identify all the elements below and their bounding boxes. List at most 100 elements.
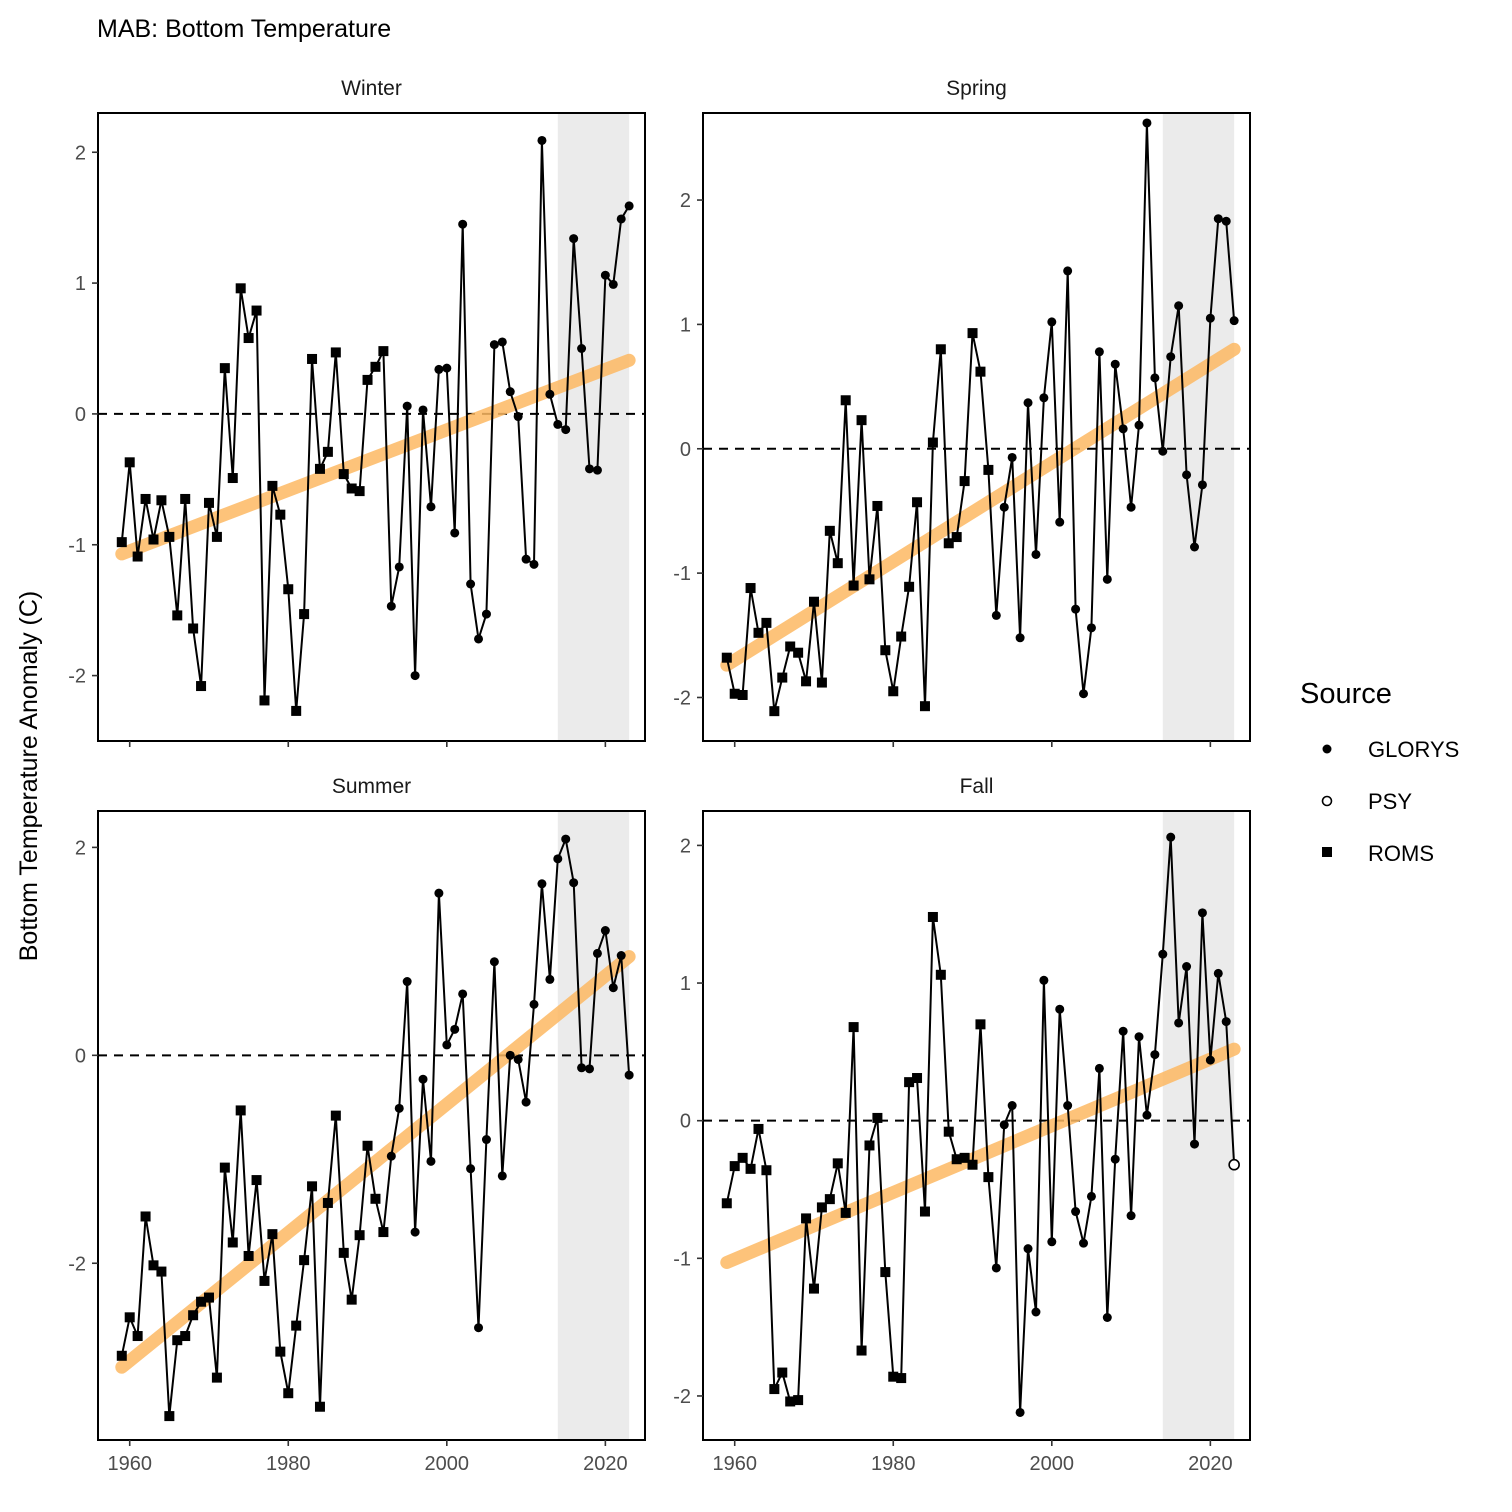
chart-title: MAB: Bottom Temperature [97, 15, 391, 43]
data-point-roms [362, 374, 373, 385]
data-point-glorys [1031, 549, 1041, 559]
series-line [120, 835, 631, 1417]
data-point-glorys [529, 559, 539, 569]
y-axis-label: Bottom Temperature Anomaly (C) [15, 591, 43, 962]
data-point-glorys [1205, 1055, 1215, 1065]
data-point-glorys [1110, 1154, 1120, 1164]
recent-period-shade [1162, 113, 1235, 741]
x-tick-label: 1960 [712, 1453, 757, 1475]
data-point-roms [180, 1331, 191, 1342]
data-point-roms [235, 1105, 246, 1116]
data-point-roms [354, 1230, 365, 1241]
data-point-roms [259, 695, 270, 706]
legend: Source GLORYS PSY ROMS [1300, 678, 1459, 866]
data-point-roms [951, 1154, 962, 1165]
data-point-glorys [1182, 962, 1192, 972]
data-point-glorys [1166, 832, 1176, 842]
data-point-glorys [394, 562, 404, 572]
data-point-glorys [569, 234, 579, 244]
data-point-glorys [458, 219, 468, 229]
y-tick-label: 0 [680, 1111, 691, 1133]
data-point-glorys [1118, 424, 1128, 434]
data-point-roms [896, 1373, 907, 1384]
data-point-glorys [1071, 604, 1081, 614]
data-point-roms [243, 1250, 254, 1261]
data-point-glorys [529, 999, 539, 1009]
data-point-roms [880, 1267, 891, 1278]
data-point-glorys [458, 989, 468, 999]
data-point-glorys [1086, 1191, 1096, 1201]
data-point-roms [761, 1165, 772, 1176]
data-point-roms [785, 641, 796, 652]
data-point-roms [983, 464, 994, 475]
data-point-glorys [1205, 313, 1215, 323]
data-point-glorys [616, 951, 626, 961]
data-point-glorys [1039, 393, 1049, 403]
data-point-glorys [434, 364, 444, 374]
data-point-glorys [999, 1120, 1009, 1130]
data-point-roms [219, 1162, 230, 1173]
data-point-glorys [489, 340, 499, 350]
data-point-roms [196, 681, 207, 692]
data-point-roms [872, 1112, 883, 1123]
data-point-roms [753, 1123, 764, 1134]
data-point-glorys [497, 1171, 507, 1181]
data-point-roms [330, 347, 341, 358]
x-tick-label: 2000 [425, 1453, 470, 1475]
legend-label-roms: ROMS [1368, 841, 1434, 866]
data-point-glorys [553, 419, 563, 429]
y-tick-label: 0 [680, 439, 691, 461]
data-point-roms [769, 1384, 780, 1395]
data-point-roms [378, 346, 389, 357]
data-point-glorys [1039, 975, 1049, 985]
data-point-roms [148, 534, 159, 545]
data-point-roms [180, 493, 191, 504]
data-point-glorys [1213, 968, 1223, 978]
data-point-roms [235, 283, 246, 294]
data-point-roms [943, 1126, 954, 1137]
y-tick-label: 1 [680, 314, 691, 336]
y-tick-label: -2 [68, 1253, 86, 1275]
data-point-roms [172, 610, 183, 621]
data-point-glorys [561, 425, 571, 435]
data-point-glorys [386, 601, 396, 611]
data-point-glorys [1023, 398, 1033, 408]
data-point-roms [793, 1395, 804, 1406]
data-point-glorys [442, 363, 452, 373]
y-tick-label: 0 [75, 1045, 86, 1067]
data-point-roms [124, 457, 135, 468]
data-point-glorys [585, 1064, 595, 1074]
data-point-glorys [1063, 266, 1073, 276]
data-point-glorys [1142, 1110, 1152, 1120]
data-point-glorys [624, 201, 634, 211]
data-point-roms [275, 509, 286, 520]
x-tick-label: 2020 [1188, 1453, 1233, 1475]
data-point-glorys [1015, 1407, 1025, 1417]
data-point-roms [346, 1294, 357, 1305]
data-point-roms [824, 525, 835, 536]
x-tick-label: 1980 [266, 1453, 311, 1475]
data-point-roms [816, 677, 827, 688]
data-point-roms [211, 1372, 222, 1383]
data-point-glorys [1221, 216, 1231, 226]
data-point-glorys [1055, 1004, 1065, 1014]
data-point-roms [307, 1181, 318, 1192]
data-point-glorys [1055, 517, 1065, 527]
data-point-roms [793, 647, 804, 658]
data-point-glorys [577, 1063, 587, 1073]
data-point-roms [291, 1320, 302, 1331]
data-point-roms [761, 617, 772, 628]
data-point-glorys [1079, 1238, 1089, 1248]
legend-label-psy: PSY [1368, 789, 1412, 814]
data-point-glorys [1047, 1237, 1057, 1247]
data-point-roms [967, 328, 978, 339]
data-point-roms [904, 581, 915, 592]
data-point-glorys [1158, 446, 1168, 456]
data-point-roms [737, 1152, 748, 1163]
data-point-roms [927, 437, 938, 448]
data-point-glorys [442, 1040, 452, 1050]
data-point-roms [935, 344, 946, 355]
y-tick-label: 2 [75, 837, 86, 859]
series-line [725, 837, 1236, 1413]
data-point-roms [919, 701, 930, 712]
